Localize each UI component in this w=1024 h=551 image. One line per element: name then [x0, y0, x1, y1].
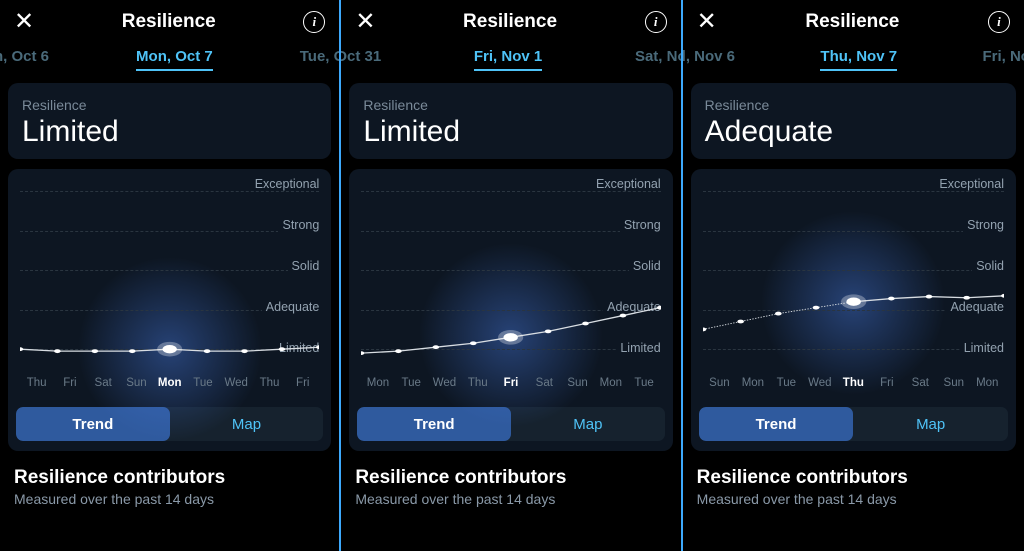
x-axis-label: Sun — [703, 377, 736, 389]
contributors-subtitle: Measured over the past 14 days — [697, 491, 1010, 507]
contributors-subtitle: Measured over the past 14 days — [355, 491, 666, 507]
date-current[interactable]: Fri, Nov 1 — [474, 48, 542, 71]
view-toggle: TrendMap — [357, 407, 664, 441]
date-prev[interactable]: n, Oct 6 — [0, 48, 49, 71]
app-panel: ✕ Resilience i n, Oct 6 Mon, Oct 7 Tue, O Resi… — [0, 0, 341, 551]
x-axis-label: Tue — [186, 377, 219, 389]
x-axis-label: Fri — [494, 377, 527, 389]
trend-toggle-button[interactable]: Trend — [357, 407, 511, 441]
x-axis-label: Wed — [220, 377, 253, 389]
x-axis-label: Mon — [971, 377, 1004, 389]
status-card: Resilience Limited — [349, 83, 672, 159]
x-axis: SunMonTueWedThuFriSatSunMon — [703, 377, 1004, 389]
x-axis-label: Tue — [627, 377, 660, 389]
x-axis-label: Sun — [561, 377, 594, 389]
date-current[interactable]: Mon, Oct 7 — [136, 48, 213, 71]
status-card: Resilience Limited — [8, 83, 331, 159]
close-icon[interactable]: ✕ — [14, 10, 34, 34]
map-toggle-button[interactable]: Map — [170, 407, 324, 441]
contributors-subtitle: Measured over the past 14 days — [14, 491, 325, 507]
chart-area: ExceptionalStrongSolidAdequateLimitedSun… — [699, 185, 1008, 395]
page-title: Resilience — [805, 11, 899, 33]
x-axis-label: Tue — [395, 377, 428, 389]
x-axis-label: Thu — [461, 377, 494, 389]
topbar: ✕ Resilience i — [341, 0, 680, 40]
view-toggle: TrendMap — [699, 407, 1008, 441]
close-icon[interactable]: ✕ — [697, 10, 717, 34]
page-title: Resilience — [463, 11, 557, 33]
topbar: ✕ Resilience i — [683, 0, 1024, 40]
status-card: Resilience Adequate — [691, 83, 1016, 159]
line-chart — [361, 191, 660, 365]
date-selector[interactable]: n, Oct 6 Mon, Oct 7 Tue, O — [0, 40, 339, 83]
app-panel: ✕ Resilience i d, Nov 6 Thu, Nov 7 Fri, No Res… — [683, 0, 1024, 551]
x-axis-label: Fri — [870, 377, 903, 389]
x-axis-label: Thu — [253, 377, 286, 389]
status-label: Resilience — [705, 97, 1002, 113]
x-axis-label: Sun — [120, 377, 153, 389]
trend-chart-card: ExceptionalStrongSolidAdequateLimitedThu… — [8, 169, 331, 451]
view-toggle: TrendMap — [16, 407, 323, 441]
x-axis-label: Thu — [837, 377, 870, 389]
x-axis-label: Mon — [594, 377, 627, 389]
x-axis-label: Mon — [361, 377, 394, 389]
info-icon[interactable]: i — [303, 11, 325, 33]
date-selector[interactable]: Oct 31 Fri, Nov 1 Sat, No — [341, 40, 680, 83]
x-axis-label: Fri — [286, 377, 319, 389]
date-prev[interactable]: Oct 31 — [341, 48, 381, 71]
contributors-section: Resilience contributors Measured over the… — [0, 451, 339, 507]
topbar: ✕ Resilience i — [0, 0, 339, 40]
x-axis-label: Tue — [770, 377, 803, 389]
status-value: Limited — [363, 115, 658, 149]
trend-chart-card: ExceptionalStrongSolidAdequateLimitedMon… — [349, 169, 672, 451]
x-axis-label: Sat — [528, 377, 561, 389]
page-title: Resilience — [122, 11, 216, 33]
contributors-title: Resilience contributors — [697, 467, 1010, 489]
chart-area: ExceptionalStrongSolidAdequateLimitedThu… — [16, 185, 323, 395]
info-icon[interactable]: i — [988, 11, 1010, 33]
date-next[interactable]: Fri, No — [982, 48, 1024, 71]
x-axis-label: Wed — [803, 377, 836, 389]
contributors-section: Resilience contributors Measured over the… — [683, 451, 1024, 507]
contributors-section: Resilience contributors Measured over the… — [341, 451, 680, 507]
x-axis: MonTueWedThuFriSatSunMonTue — [361, 377, 660, 389]
contributors-title: Resilience contributors — [14, 467, 325, 489]
x-axis-label: Sat — [904, 377, 937, 389]
info-icon[interactable]: i — [645, 11, 667, 33]
line-chart — [20, 191, 319, 365]
close-icon[interactable]: ✕ — [355, 10, 375, 34]
x-axis-label: Fri — [53, 377, 86, 389]
contributors-title: Resilience contributors — [355, 467, 666, 489]
date-next[interactable]: Tue, O — [300, 48, 340, 71]
y-axis-label: Exceptional — [592, 177, 661, 191]
y-axis-label: Exceptional — [935, 177, 1004, 191]
x-axis-label: Sat — [87, 377, 120, 389]
date-next[interactable]: Sat, No — [635, 48, 681, 71]
x-axis-label: Mon — [736, 377, 769, 389]
x-axis: ThuFriSatSunMonTueWedThuFri — [20, 377, 319, 389]
y-axis-label: Exceptional — [251, 177, 320, 191]
map-toggle-button[interactable]: Map — [511, 407, 665, 441]
trend-toggle-button[interactable]: Trend — [699, 407, 854, 441]
trend-chart-card: ExceptionalStrongSolidAdequateLimitedSun… — [691, 169, 1016, 451]
x-axis-label: Wed — [428, 377, 461, 389]
date-selector[interactable]: d, Nov 6 Thu, Nov 7 Fri, No — [683, 40, 1024, 83]
status-label: Resilience — [22, 97, 317, 113]
x-axis-label: Thu — [20, 377, 53, 389]
x-axis-label: Sun — [937, 377, 970, 389]
trend-toggle-button[interactable]: Trend — [16, 407, 170, 441]
status-label: Resilience — [363, 97, 658, 113]
chart-area: ExceptionalStrongSolidAdequateLimitedMon… — [357, 185, 664, 395]
line-chart — [703, 191, 1004, 365]
date-current[interactable]: Thu, Nov 7 — [820, 48, 897, 71]
status-value: Limited — [22, 115, 317, 149]
app-panel: ✕ Resilience i Oct 31 Fri, Nov 1 Sat, No Resil… — [341, 0, 682, 551]
status-value: Adequate — [705, 115, 1002, 149]
x-axis-label: Mon — [153, 377, 186, 389]
map-toggle-button[interactable]: Map — [853, 407, 1008, 441]
date-prev[interactable]: d, Nov 6 — [683, 48, 735, 71]
